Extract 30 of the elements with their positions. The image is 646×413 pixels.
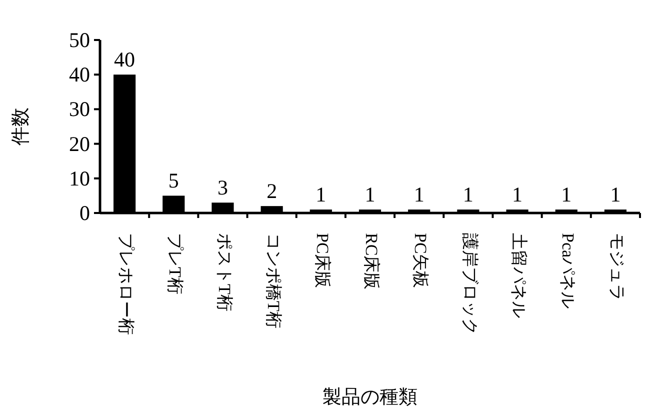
x-axis-title: 製品の種類 <box>322 387 418 408</box>
y-axis-title: 件数 <box>10 108 32 146</box>
data-label: 1 <box>512 182 523 207</box>
data-label: 3 <box>217 176 228 200</box>
x-tick-label: 土留パネル <box>509 233 528 318</box>
y-tick-label: 10 <box>69 166 90 190</box>
x-tick-label: コンポ橋T桁 <box>264 233 283 328</box>
data-label: 5 <box>168 168 179 193</box>
x-tick-label: PC床版 <box>313 233 332 288</box>
x-tick-label: モジュラ <box>608 233 627 301</box>
data-label: 1 <box>462 182 474 207</box>
x-tick-label: ポストT桁 <box>214 233 234 312</box>
data-label: 1 <box>414 182 424 207</box>
data-label: 1 <box>316 182 326 207</box>
x-tick-label: PC矢板 <box>411 233 430 288</box>
y-tick-label: 20 <box>69 132 90 156</box>
y-tick-label: 0 <box>80 201 90 225</box>
data-label: 40 <box>114 48 136 72</box>
data-label: 1 <box>561 182 572 207</box>
x-tick-label: 護岸ブロック <box>460 233 480 335</box>
y-tick-label: 50 <box>69 28 90 52</box>
y-tick-label: 40 <box>69 62 90 87</box>
data-label: 2 <box>266 179 278 204</box>
x-tick-label: プレホロー桁 <box>116 233 136 335</box>
y-tick-label: 30 <box>69 97 90 122</box>
x-tick-label: Pcaパネル <box>558 233 578 309</box>
data-label: 1 <box>364 182 376 207</box>
data-label: 1 <box>610 182 621 207</box>
x-tick-label: RC床版 <box>362 233 382 290</box>
x-tick-label: プレT桁 <box>166 233 185 294</box>
